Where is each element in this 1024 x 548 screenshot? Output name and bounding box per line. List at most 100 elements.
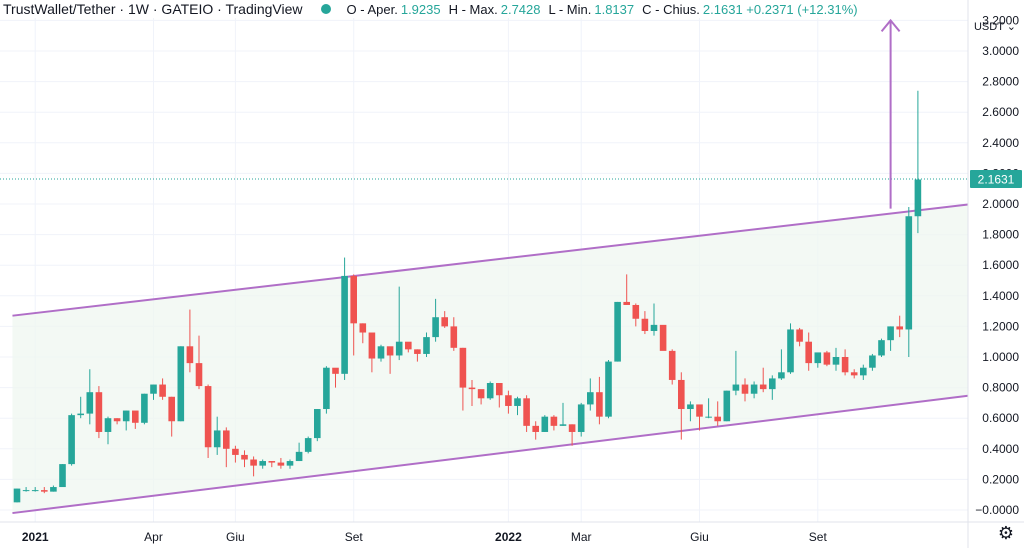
candle-down[interactable]: [641, 318, 649, 331]
candle-down[interactable]: [441, 317, 448, 327]
candle-up[interactable]: [832, 357, 840, 365]
candle-up[interactable]: [787, 329, 794, 373]
candle-down[interactable]: [678, 379, 685, 410]
candle-down[interactable]: [132, 410, 139, 423]
candle-down[interactable]: [159, 384, 166, 397]
candle-down[interactable]: [414, 349, 421, 354]
candle-down[interactable]: [477, 389, 485, 399]
candle-up[interactable]: [13, 488, 21, 503]
candle-up[interactable]: [77, 413, 84, 416]
candle-up[interactable]: [914, 179, 922, 217]
candle-down[interactable]: [405, 341, 412, 350]
candle-down[interactable]: [41, 490, 48, 492]
candle-down[interactable]: [596, 392, 603, 417]
candle-down[interactable]: [468, 387, 476, 390]
candle-up[interactable]: [423, 337, 430, 354]
candle-up[interactable]: [605, 361, 612, 417]
candle-up[interactable]: [705, 416, 712, 418]
candle-up[interactable]: [559, 424, 567, 426]
candle-up[interactable]: [905, 216, 913, 330]
candle-down[interactable]: [532, 425, 539, 432]
candle-down[interactable]: [741, 384, 749, 394]
candle-down[interactable]: [195, 363, 203, 387]
candle-up[interactable]: [577, 404, 585, 432]
candle-up[interactable]: [778, 372, 785, 379]
candle-down[interactable]: [250, 459, 257, 466]
candle-down[interactable]: [796, 329, 803, 342]
candle-up[interactable]: [587, 392, 594, 405]
candle-up[interactable]: [432, 317, 439, 338]
candle-up[interactable]: [86, 392, 94, 414]
candle-up[interactable]: [750, 384, 758, 394]
candle-up[interactable]: [31, 490, 39, 492]
candle-down[interactable]: [823, 352, 831, 365]
candle-up[interactable]: [304, 438, 312, 452]
candle-up[interactable]: [687, 404, 694, 410]
candle-up[interactable]: [723, 390, 731, 422]
candle-up[interactable]: [22, 490, 30, 492]
candle-up[interactable]: [286, 461, 294, 466]
candle-up[interactable]: [104, 418, 112, 432]
candle-down[interactable]: [204, 386, 212, 448]
candle-down[interactable]: [696, 404, 703, 417]
candle-down[interactable]: [668, 350, 676, 380]
candle-up[interactable]: [122, 410, 130, 422]
candle-up[interactable]: [860, 367, 867, 376]
candle-up[interactable]: [514, 398, 521, 406]
candle-up[interactable]: [150, 384, 157, 394]
candle-down[interactable]: [632, 304, 640, 319]
candle-up[interactable]: [814, 352, 822, 364]
candle-down[interactable]: [659, 324, 667, 351]
candle-up[interactable]: [869, 355, 876, 368]
candle-down[interactable]: [496, 383, 503, 396]
candle-down[interactable]: [759, 384, 767, 390]
candle-down[interactable]: [523, 398, 530, 426]
candle-up[interactable]: [323, 367, 330, 410]
candle-down[interactable]: [714, 416, 721, 422]
candle-down[interactable]: [332, 367, 339, 374]
candle-down[interactable]: [95, 392, 103, 432]
channel-lower-line[interactable]: [12, 394, 969, 515]
currency-unit-selector[interactable]: USDT ⌄: [974, 20, 1016, 33]
candle-up[interactable]: [50, 487, 57, 492]
gear-icon[interactable]: ⚙: [997, 523, 1014, 543]
candle-down[interactable]: [550, 416, 558, 426]
candle-down[interactable]: [232, 448, 239, 455]
candle-up[interactable]: [59, 464, 66, 488]
candle-down[interactable]: [850, 372, 858, 376]
candle-up[interactable]: [486, 383, 494, 399]
candle-down[interactable]: [386, 346, 394, 356]
target-arrow-head[interactable]: [880, 18, 901, 33]
candle-down[interactable]: [350, 275, 357, 324]
candle-up[interactable]: [314, 409, 321, 439]
candle-down[interactable]: [841, 357, 849, 373]
candle-down[interactable]: [450, 326, 458, 348]
candle-down[interactable]: [805, 341, 812, 364]
candle-up[interactable]: [213, 430, 221, 448]
candle-up[interactable]: [295, 451, 303, 462]
candle-down[interactable]: [168, 396, 175, 422]
candle-up[interactable]: [141, 393, 148, 423]
candle-down[interactable]: [359, 323, 367, 333]
candle-down[interactable]: [568, 424, 576, 432]
candle-up[interactable]: [732, 384, 740, 391]
candle-up[interactable]: [878, 340, 885, 356]
candle-up[interactable]: [614, 301, 621, 362]
candle-up[interactable]: [341, 275, 348, 374]
candle-down[interactable]: [505, 395, 512, 406]
candle-down[interactable]: [368, 332, 376, 359]
candle-up[interactable]: [395, 341, 403, 356]
candle-down[interactable]: [896, 326, 903, 330]
candle-down[interactable]: [268, 461, 276, 463]
candle-down[interactable]: [223, 430, 230, 449]
candle-down[interactable]: [459, 347, 467, 388]
candle-up[interactable]: [887, 326, 894, 341]
candle-down[interactable]: [277, 462, 285, 466]
candle-down[interactable]: [113, 418, 121, 422]
candle-down[interactable]: [623, 301, 630, 305]
candle-down[interactable]: [241, 454, 248, 460]
candle-up[interactable]: [650, 324, 658, 331]
channel-upper-line[interactable]: [12, 203, 969, 317]
candle-up[interactable]: [377, 346, 385, 359]
